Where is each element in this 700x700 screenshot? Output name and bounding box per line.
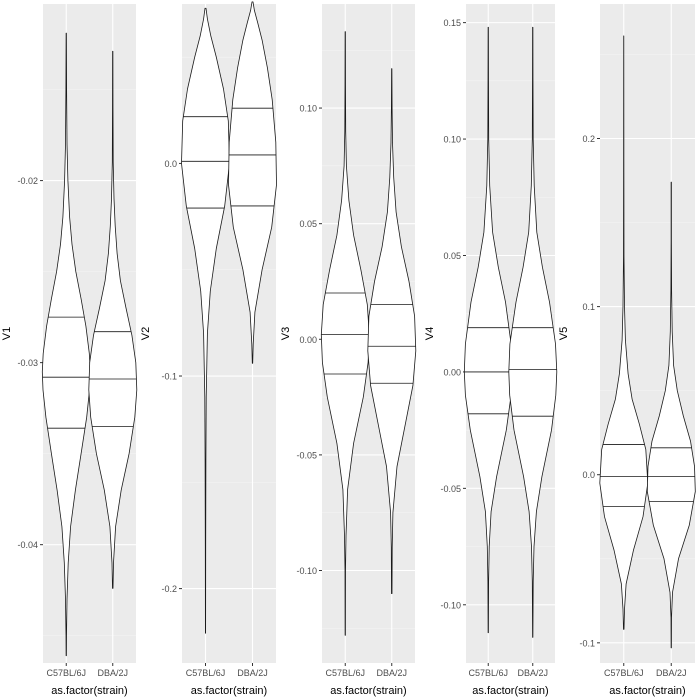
y-tick-label: -0.04 bbox=[17, 540, 38, 550]
violin-c57bl-6j bbox=[41, 32, 91, 657]
y-tick-label: 0.0 bbox=[164, 159, 177, 169]
y-tick-label: 0.10 bbox=[299, 104, 317, 114]
y-tick-label: -0.05 bbox=[296, 450, 317, 460]
violin-dba-2j bbox=[367, 68, 417, 594]
x-tick-label: DBA/2J bbox=[656, 668, 687, 678]
x-tick-label: DBA/2J bbox=[517, 668, 548, 678]
x-tick-label: DBA/2J bbox=[376, 668, 407, 678]
y-tick-label: 0.2 bbox=[582, 134, 595, 144]
y-tick-label: -0.10 bbox=[296, 566, 317, 576]
x-axis-title: as.factor(strain) bbox=[51, 685, 127, 697]
chart-panel-v3: -0.10 -0.05 0.00 0.05 0.10 C57BL/6J DBA/2J as.f… bbox=[280, 4, 417, 697]
violin-dba-2j bbox=[88, 50, 138, 589]
y-tick-label: -0.03 bbox=[17, 358, 38, 368]
chart-panel-v4: -0.10 -0.05 0.00 0.05 0.10 0.15 C57BL/6J DBA/2J… bbox=[424, 4, 558, 697]
y-tick-label: 0.0 bbox=[582, 470, 595, 480]
violin-dba-2j bbox=[646, 181, 696, 649]
y-tick-label: 0.05 bbox=[443, 251, 461, 261]
violin-c57bl-6j bbox=[181, 7, 230, 634]
chart-panel-v1: -0.04 -0.03 -0.02 C57BL/6J DBA/2J as.factor(s… bbox=[1, 4, 138, 697]
x-tick-label: DBA/2J bbox=[237, 668, 268, 678]
y-tick-label: 0.00 bbox=[443, 367, 461, 377]
y-axis-title: V2 bbox=[140, 327, 152, 340]
y-axis-title: V4 bbox=[424, 327, 436, 340]
y-axis-title: V5 bbox=[558, 327, 570, 340]
y-tick-label: -0.05 bbox=[440, 484, 461, 494]
y-tick-label: 0.1 bbox=[582, 302, 595, 312]
y-tick-label: -0.1 bbox=[579, 638, 595, 648]
x-tick-label: C57BL/6J bbox=[604, 668, 644, 678]
x-axis-title: as.factor(strain) bbox=[191, 685, 267, 697]
violin-c57bl-6j bbox=[320, 31, 370, 636]
y-tick-label: 0.00 bbox=[299, 335, 317, 345]
violin-dba-2j bbox=[508, 26, 558, 638]
violin-c57bl-6j bbox=[463, 26, 513, 634]
chart-panel-v2: -0.2 -0.1 0.0 C57BL/6J DBA/2J as.factor(strai… bbox=[140, 1, 277, 697]
y-axis-title: V3 bbox=[280, 327, 292, 340]
y-tick-label: -0.1 bbox=[161, 372, 177, 382]
violin-dba-2j bbox=[228, 1, 277, 364]
y-tick-label: 0.10 bbox=[443, 135, 461, 145]
panel-background bbox=[600, 4, 695, 663]
x-tick-label: DBA/2J bbox=[97, 668, 128, 678]
y-tick-label: -0.10 bbox=[440, 600, 461, 610]
y-tick-label: -0.02 bbox=[17, 176, 38, 186]
x-axis-title: as.factor(strain) bbox=[330, 685, 406, 697]
x-tick-label: C57BL/6J bbox=[325, 668, 365, 678]
y-tick-label: 0.05 bbox=[299, 219, 317, 229]
chart-panel-v5: -0.1 0.0 0.1 0.2 C57BL/6J DBA/2J as.factor(str… bbox=[558, 4, 696, 697]
x-axis-title: as.factor(strain) bbox=[609, 685, 685, 697]
x-tick-label: C57BL/6J bbox=[46, 668, 86, 678]
y-tick-label: -0.2 bbox=[161, 584, 177, 594]
x-tick-label: C57BL/6J bbox=[186, 668, 226, 678]
y-tick-label: 0.15 bbox=[443, 18, 461, 28]
y-axis-title: V1 bbox=[1, 327, 13, 340]
x-axis-title: as.factor(strain) bbox=[472, 685, 548, 697]
x-tick-label: C57BL/6J bbox=[468, 668, 508, 678]
